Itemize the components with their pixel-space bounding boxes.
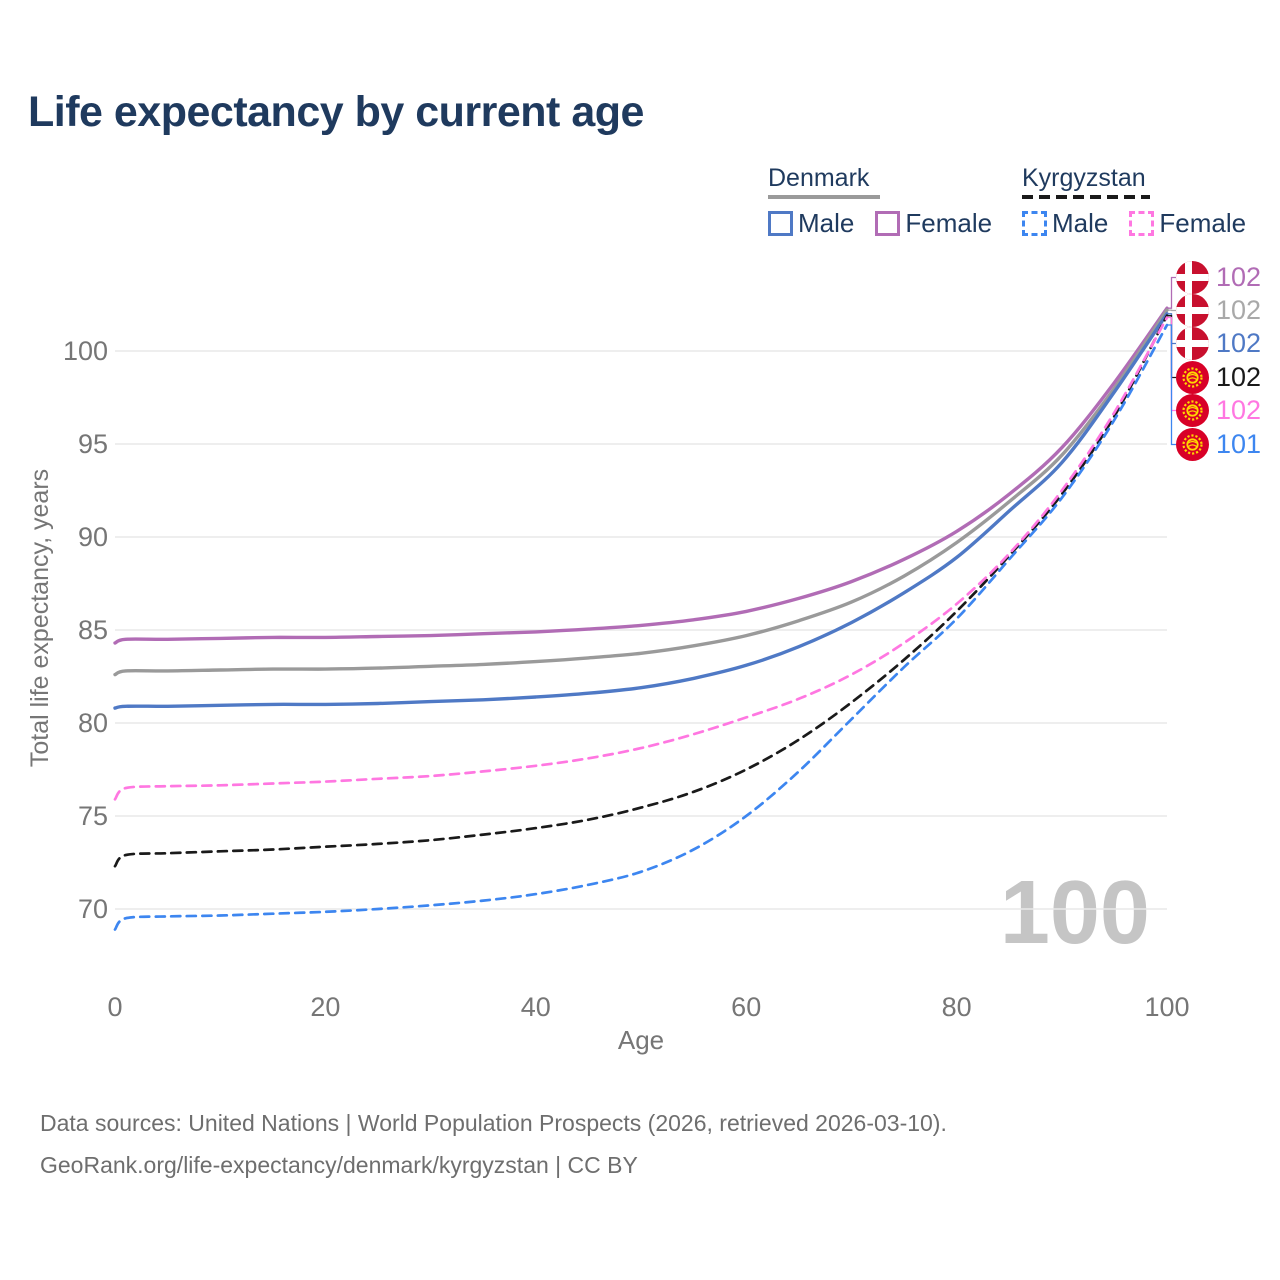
denmark-flag-icon: [1176, 327, 1209, 360]
legend-label-kyrgyzstan-female[interactable]: Female: [1159, 208, 1247, 238]
legend-group-kyrgyzstan: Kyrgyzstan Male Female: [1022, 163, 1246, 239]
series-line-kyrgyzstan-male: [113, 323, 1169, 931]
x-tick-label: 100: [1144, 992, 1189, 1022]
series-line-kyrgyzstan-female: [113, 316, 1169, 801]
legend-label-kyrgyzstan-male[interactable]: Male: [1052, 208, 1109, 238]
end-label-row: 101: [1176, 428, 1261, 461]
y-tick-label: 95: [78, 429, 108, 459]
denmark-flag-icon: [1176, 294, 1209, 327]
end-label-leader-denmark-female: [1167, 276, 1176, 309]
legend-box-kyrgyzstan-male[interactable]: [1022, 211, 1047, 236]
end-label-leader-kyrgyzstan-male: [1167, 324, 1176, 446]
attribution-line: GeoRank.org/life-expectancy/denmark/kyrg…: [40, 1152, 638, 1178]
kyrgyzstan-flag-icon: [1176, 361, 1209, 394]
end-label-value: 102: [1216, 262, 1262, 292]
legend-label-denmark-male[interactable]: Male: [798, 208, 855, 238]
age-counter-watermark: 100: [999, 863, 1150, 963]
end-label-row: 102: [1176, 294, 1261, 327]
end-label-row: 102: [1176, 394, 1261, 427]
kyrgyzstan-flag-icon: [1176, 394, 1209, 427]
end-label-row: 102: [1176, 361, 1261, 394]
end-label-value: 102: [1216, 362, 1262, 392]
y-tick-label: 80: [78, 708, 108, 738]
legend-heading-kyrgyzstan[interactable]: Kyrgyzstan: [1022, 164, 1146, 192]
legend-box-kyrgyzstan-female[interactable]: [1129, 211, 1155, 236]
data-sources-line: Data sources: United Nations | World Pop…: [40, 1110, 947, 1136]
legend-underline-denmark: [768, 195, 880, 199]
y-tick-label: 70: [78, 894, 108, 924]
kyrgyzstan-flag-icon: [1176, 428, 1209, 461]
y-axis-title: Total life expectancy, years: [26, 469, 54, 767]
legend-box-denmark-male[interactable]: [768, 211, 793, 236]
series-line-denmark-male: [113, 312, 1169, 710]
legend-label-denmark-female[interactable]: Female: [905, 208, 993, 238]
series-line-denmark-both: [113, 308, 1169, 677]
y-tick-label: 100: [63, 336, 108, 366]
x-tick-label: 0: [107, 992, 122, 1022]
end-label-row: 102: [1176, 327, 1261, 360]
y-tick-label: 85: [78, 615, 108, 645]
series-line-denmark-female: [113, 306, 1169, 645]
y-tick-label: 90: [78, 522, 108, 552]
end-label-value: 102: [1216, 395, 1262, 425]
x-axis-title: Age: [618, 1025, 664, 1055]
legend-box-denmark-female[interactable]: [875, 211, 901, 236]
x-tick-label: 40: [521, 992, 551, 1022]
end-label-value: 102: [1216, 295, 1262, 325]
legend-group-denmark: Denmark Male Female: [768, 163, 992, 239]
x-tick-label: 20: [310, 992, 340, 1022]
page-title: Life expectancy by current age: [28, 88, 644, 136]
end-label-value: 101: [1216, 429, 1262, 459]
end-label-value: 102: [1216, 328, 1262, 358]
x-tick-label: 80: [942, 992, 972, 1022]
legend-underline-kyrgyzstan: [1022, 195, 1150, 199]
footer: Data sources: United Nations | World Pop…: [40, 1102, 947, 1186]
y-tick-label: 75: [78, 801, 108, 831]
series-line-kyrgyzstan-both: [113, 314, 1169, 868]
legend-heading-denmark[interactable]: Denmark: [768, 164, 870, 192]
denmark-flag-icon: [1176, 261, 1209, 294]
x-tick-label: 60: [731, 992, 761, 1022]
end-label-row: 102: [1176, 261, 1261, 294]
